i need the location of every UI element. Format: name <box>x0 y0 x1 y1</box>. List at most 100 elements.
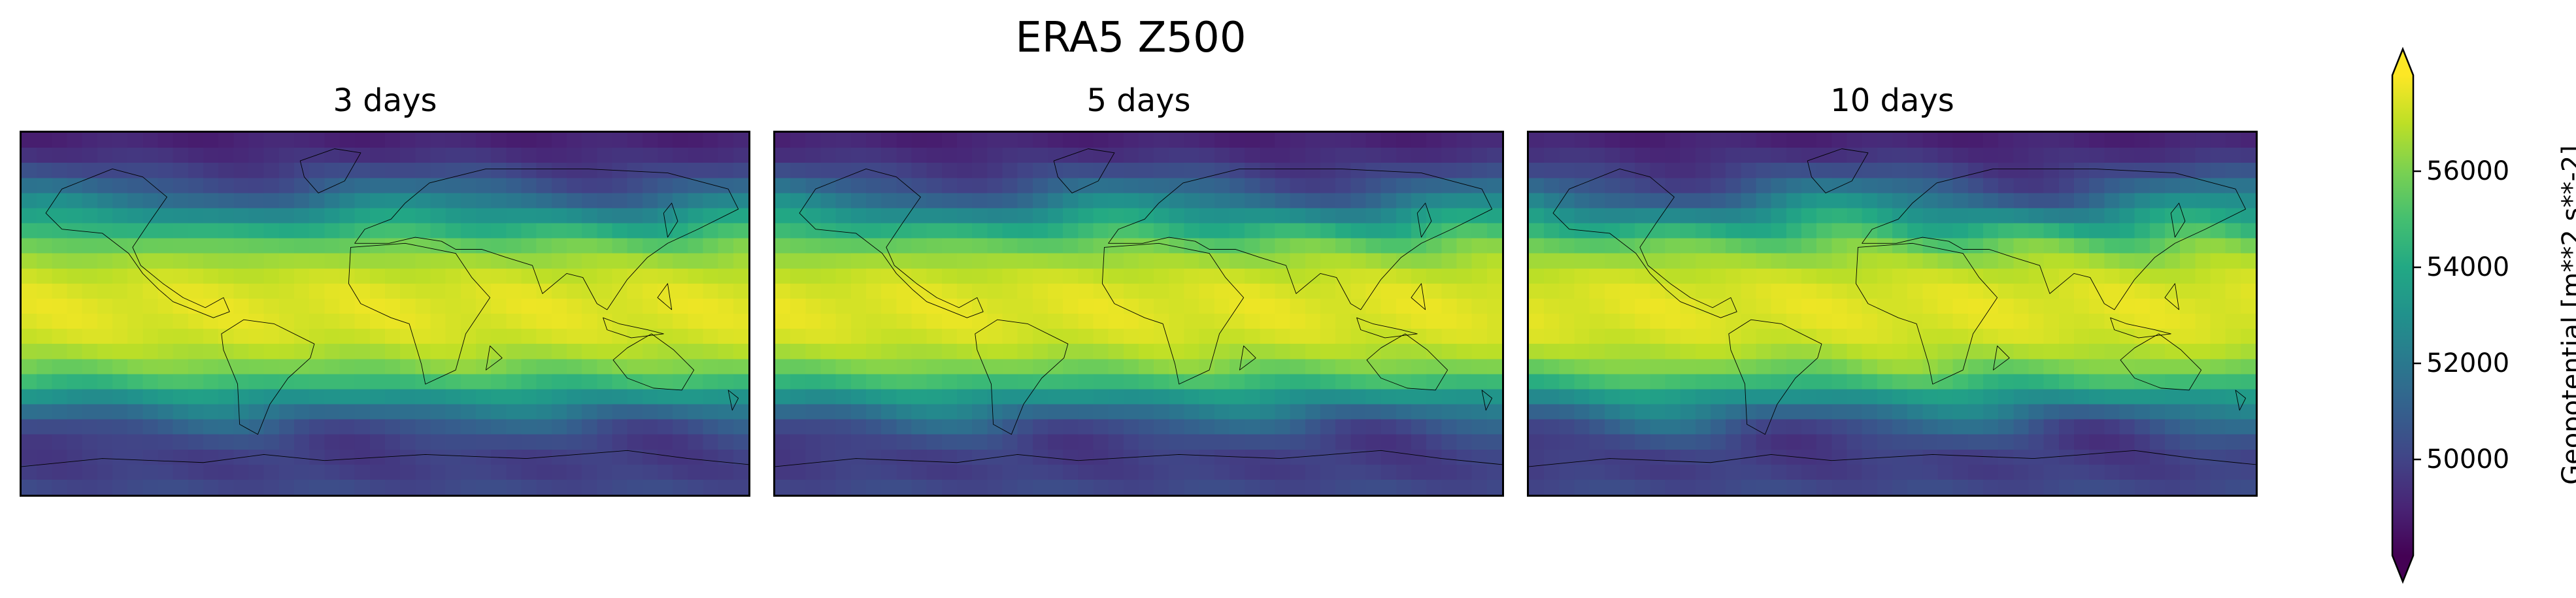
heatmap-cell <box>385 253 401 269</box>
coastline <box>1482 390 1492 410</box>
heatmap-cell <box>1711 464 1727 480</box>
heatmap-cell <box>309 374 326 390</box>
heatmap-cell <box>2104 404 2120 420</box>
heatmap-cell <box>339 359 356 375</box>
heatmap-cell <box>551 419 567 435</box>
heatmap-cell <box>1711 344 1727 360</box>
heatmap-cell <box>324 464 341 480</box>
heatmap-cell <box>597 163 613 179</box>
heatmap-cell <box>1139 374 1155 390</box>
heatmap-cell <box>248 464 265 480</box>
heatmap-cell <box>1350 268 1367 284</box>
heatmap-cell <box>1529 133 1545 149</box>
heatmap-cell <box>1816 253 1833 269</box>
heatmap-cell <box>1199 344 1215 360</box>
heatmap-cell <box>1877 283 1893 299</box>
heatmap-cell <box>188 268 204 284</box>
heatmap-cell <box>460 163 477 179</box>
heatmap-cell <box>1877 298 1893 314</box>
heatmap-cell <box>1544 374 1560 390</box>
heatmap-cell <box>248 178 265 194</box>
heatmap-cell <box>688 359 704 375</box>
heatmap-cell <box>1471 374 1488 390</box>
heatmap-cell <box>941 163 958 179</box>
heatmap-cell <box>1544 163 1560 179</box>
heatmap-cell <box>142 148 159 164</box>
colorbar-label: Geopotential [m**2 s**-2] <box>2557 145 2576 485</box>
heatmap-cell <box>2043 329 2060 345</box>
heatmap-cell <box>612 148 628 164</box>
heatmap-cell <box>1426 148 1443 164</box>
heatmap-cell <box>278 268 295 284</box>
heatmap-cell <box>551 163 567 179</box>
heatmap-cell <box>1002 148 1018 164</box>
heatmap-cell <box>400 479 416 495</box>
heatmap-cell <box>1620 178 1636 194</box>
heatmap-cell <box>733 479 748 495</box>
heatmap-cell <box>1108 314 1124 330</box>
heatmap-cell <box>506 148 522 164</box>
heatmap-cell <box>551 374 567 390</box>
heatmap-cell <box>339 419 356 435</box>
heatmap-cell <box>1816 449 1833 465</box>
heatmap-cell <box>1139 133 1155 149</box>
heatmap-cell <box>1380 283 1397 299</box>
heatmap-cell <box>1574 314 1590 330</box>
heatmap-cell <box>1877 148 1893 164</box>
heatmap-cell <box>1078 148 1094 164</box>
heatmap-cell <box>642 208 658 224</box>
heatmap-cell <box>233 434 250 450</box>
heatmap-cell <box>2074 133 2090 149</box>
heatmap-cell <box>926 193 943 209</box>
heatmap-cell <box>1471 253 1488 269</box>
heatmap-cell <box>2149 298 2166 314</box>
heatmap-cell <box>733 223 748 239</box>
heatmap-cell <box>415 434 431 450</box>
heatmap-cell <box>67 434 83 450</box>
heatmap-cell <box>2195 283 2211 299</box>
heatmap-cell <box>820 434 837 450</box>
heatmap-cell <box>445 163 461 179</box>
heatmap-cell <box>22 344 38 360</box>
heatmap-cell <box>926 434 943 450</box>
heatmap-cell <box>820 389 837 405</box>
heatmap-cell <box>612 329 628 345</box>
heatmap-cell <box>926 133 943 149</box>
heatmap-cell <box>688 389 704 405</box>
heatmap-cell <box>1604 464 1620 480</box>
heatmap-cell <box>1245 238 1261 254</box>
heatmap-cell <box>218 268 235 284</box>
heatmap-cell <box>850 238 867 254</box>
heatmap-cell <box>430 464 446 480</box>
heatmap-cell <box>627 359 643 375</box>
heatmap-cell <box>445 178 461 194</box>
heatmap-cell <box>1154 464 1170 480</box>
heatmap-cell <box>1877 193 1893 209</box>
heatmap-cell <box>385 283 401 299</box>
heatmap-cell <box>627 374 643 390</box>
heatmap-cell <box>52 359 68 375</box>
heatmap-cell <box>1335 389 1352 405</box>
heatmap-cell <box>673 298 689 314</box>
heatmap-cell <box>1816 329 1833 345</box>
heatmap-cell <box>612 434 628 450</box>
heatmap-cell <box>1305 208 1321 224</box>
heatmap-cell <box>1983 359 1999 375</box>
heatmap-cell <box>173 133 189 149</box>
heatmap-cell <box>112 298 129 314</box>
heatmap-cell <box>430 163 446 179</box>
heatmap-cell <box>820 163 837 179</box>
heatmap-cell <box>385 223 401 239</box>
heatmap-cell <box>82 193 98 209</box>
heatmap-cell <box>218 193 235 209</box>
heatmap-cell <box>987 389 1003 405</box>
heatmap-cell <box>2240 374 2256 390</box>
heatmap-cell <box>127 374 144 390</box>
heatmap-cell <box>835 133 852 149</box>
coastline <box>2120 334 2201 390</box>
heatmap-cell <box>400 464 416 480</box>
heatmap-cell <box>1199 193 1215 209</box>
heatmap-cell <box>1907 253 1924 269</box>
heatmap-cell <box>790 178 807 194</box>
heatmap-cell <box>1529 223 1545 239</box>
